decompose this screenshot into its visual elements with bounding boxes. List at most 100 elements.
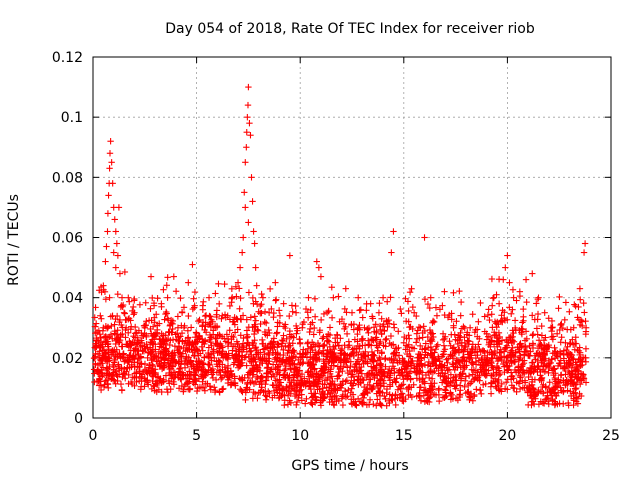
- density-point: [296, 336, 303, 343]
- density-point: [582, 345, 590, 352]
- density-point: [298, 391, 305, 398]
- data-point: [249, 198, 256, 205]
- density-point: [214, 341, 222, 349]
- density-point: [349, 391, 357, 398]
- density-point: [365, 342, 372, 349]
- density-point: [481, 348, 488, 355]
- density-point: [376, 356, 384, 363]
- density-point: [184, 334, 192, 342]
- density-point: [190, 295, 197, 302]
- density-point: [358, 354, 365, 362]
- density-point: [97, 283, 105, 291]
- density-point: [111, 321, 118, 328]
- density-point: [204, 369, 212, 376]
- density-point: [423, 397, 430, 404]
- density-point: [447, 378, 454, 385]
- density-point: [324, 337, 332, 344]
- density-point: [491, 331, 499, 339]
- density-point: [339, 378, 347, 385]
- density-point: [493, 362, 501, 370]
- density-point: [191, 365, 198, 372]
- data-point: [98, 315, 105, 322]
- density-point: [475, 341, 482, 348]
- density-point: [107, 313, 115, 320]
- density-point: [206, 336, 213, 344]
- density-point: [440, 350, 447, 358]
- density-point: [544, 398, 552, 405]
- density-point: [365, 376, 373, 383]
- density-point: [311, 313, 319, 320]
- density-point: [199, 323, 206, 330]
- density-point: [92, 320, 100, 327]
- density-point: [275, 307, 283, 314]
- density-point: [163, 310, 170, 317]
- density-point: [234, 340, 242, 348]
- density-point: [443, 392, 450, 400]
- density-point: [239, 377, 246, 384]
- density-point: [506, 304, 513, 311]
- density-point: [549, 333, 557, 340]
- density-point: [110, 363, 117, 371]
- density-point: [221, 311, 229, 318]
- density-point: [382, 354, 389, 362]
- density-point: [343, 330, 351, 338]
- density-point: [486, 316, 493, 324]
- density-point: [545, 400, 552, 408]
- density-point: [576, 351, 583, 359]
- density-point: [520, 305, 527, 313]
- density-point: [257, 320, 264, 328]
- density-point: [383, 335, 390, 343]
- density-point: [492, 383, 499, 390]
- density-point: [143, 341, 150, 348]
- density-point: [175, 334, 182, 341]
- density-point: [384, 298, 391, 305]
- density-point: [339, 401, 347, 409]
- density-point: [186, 385, 194, 392]
- density-point: [265, 349, 273, 357]
- density-point: [293, 390, 300, 398]
- density-point: [216, 347, 223, 355]
- density-point: [551, 355, 559, 362]
- data-point: [111, 216, 118, 223]
- density-point: [427, 363, 434, 370]
- density-point: [284, 401, 292, 408]
- density-point: [157, 360, 165, 367]
- density-point: [330, 343, 337, 351]
- density-point: [289, 357, 296, 364]
- density-point: [523, 298, 530, 306]
- density-point: [576, 380, 584, 388]
- density-point: [202, 329, 210, 336]
- density-point: [232, 283, 240, 290]
- density-point: [150, 341, 157, 348]
- density-point: [479, 362, 487, 370]
- density-point: [293, 398, 301, 406]
- density-point: [167, 385, 174, 393]
- density-point: [337, 335, 344, 342]
- density-point: [227, 340, 235, 348]
- density-point: [96, 287, 103, 294]
- data-point: [317, 273, 325, 280]
- density-point: [307, 321, 314, 328]
- density-point: [250, 380, 258, 388]
- density-point: [216, 361, 223, 368]
- density-point: [578, 322, 586, 330]
- density-point: [160, 348, 167, 355]
- density-point: [310, 331, 317, 338]
- density-point: [113, 346, 120, 353]
- density-point: [115, 371, 123, 378]
- density-point: [149, 294, 156, 302]
- density-point: [474, 351, 481, 359]
- density-point: [149, 365, 156, 372]
- density-point: [417, 397, 425, 404]
- density-point: [184, 346, 191, 354]
- density-point: [209, 365, 217, 373]
- density-point: [137, 337, 145, 344]
- density-point: [452, 359, 460, 367]
- density-point: [285, 343, 292, 351]
- density-point: [545, 369, 552, 377]
- density-point: [572, 302, 579, 310]
- density-point: [297, 359, 304, 367]
- density-point: [207, 313, 214, 320]
- density-point: [242, 396, 249, 404]
- density-point: [454, 337, 461, 344]
